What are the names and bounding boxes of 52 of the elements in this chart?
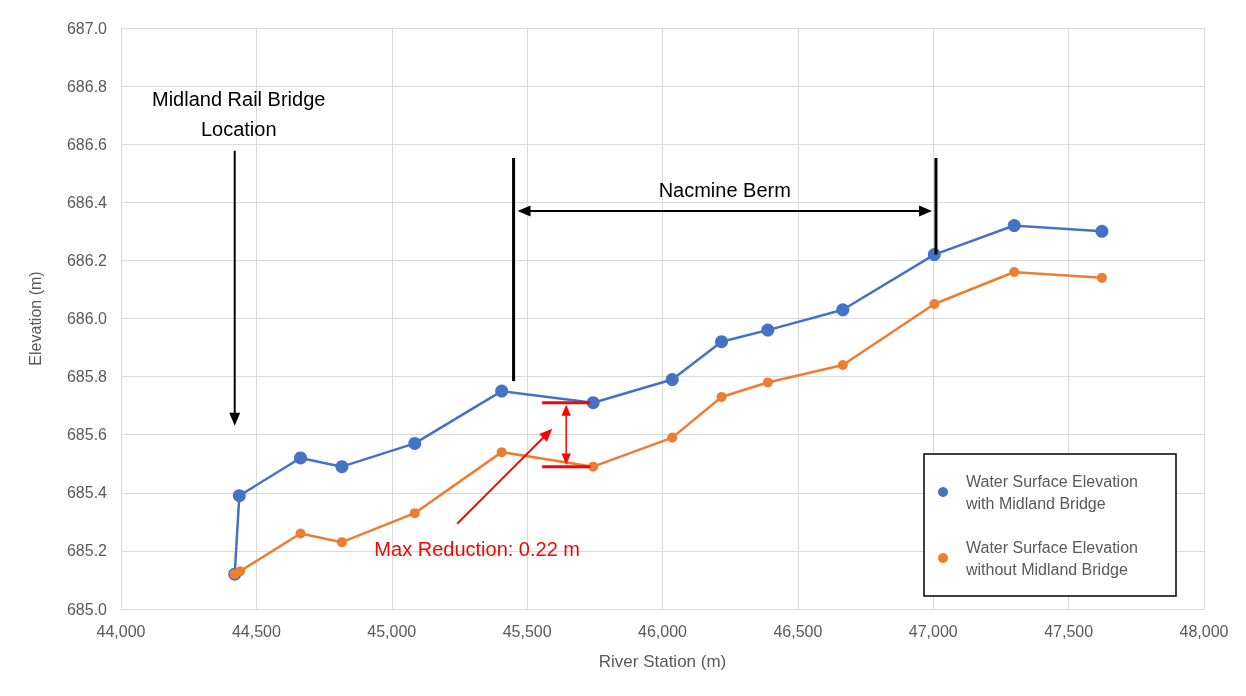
x-tick-label: 48,000 xyxy=(1179,622,1229,640)
y-tick-label: 686.0 xyxy=(66,310,108,327)
annotation: Max Reduction: 0.22 m xyxy=(374,537,581,560)
point xyxy=(294,451,308,465)
y-tick-label: 685.6 xyxy=(66,426,108,444)
point xyxy=(665,373,679,386)
y-tick-label: 686.2 xyxy=(66,251,108,269)
point xyxy=(496,447,507,458)
point xyxy=(1095,224,1109,238)
point xyxy=(232,489,246,503)
x-tick-label: 47,000 xyxy=(908,622,958,640)
point xyxy=(929,298,940,309)
point xyxy=(761,323,775,337)
y-tick-label: 685.2 xyxy=(66,542,108,560)
point xyxy=(295,528,306,539)
annotation: Nacmine Berm xyxy=(658,179,791,201)
y-tick-label: 686.4 xyxy=(66,193,108,211)
point xyxy=(408,436,422,450)
point xyxy=(586,396,600,410)
legend-label: Water Surface Elevation with Midland Bridge xyxy=(965,472,1143,512)
point xyxy=(1009,267,1020,278)
y-tick-label: 685.4 xyxy=(66,484,108,502)
y-axis-title: Elevation (m) xyxy=(26,271,44,366)
x-tick-label: 44,000 xyxy=(96,622,146,640)
point xyxy=(762,377,773,388)
point xyxy=(495,384,509,398)
point xyxy=(1007,219,1021,233)
point xyxy=(409,508,420,519)
x-axis-title: River Station (m) xyxy=(598,652,727,671)
x-tick-label: 45,000 xyxy=(367,622,417,640)
x-tick-label: 46,000 xyxy=(638,622,688,640)
x-tick-label: 45,500 xyxy=(502,622,552,640)
y-tick-label: 686.6 xyxy=(66,135,108,153)
point xyxy=(336,537,347,548)
y-tick-label: 687.0 xyxy=(66,19,108,37)
x-tick-label: 46,500 xyxy=(773,622,823,640)
y-tick-label: 686.8 xyxy=(66,77,108,95)
point xyxy=(1096,272,1107,283)
point xyxy=(715,335,729,349)
x-tick-label: 44,500 xyxy=(231,622,281,640)
point xyxy=(667,432,678,443)
point xyxy=(837,359,848,370)
point xyxy=(716,391,727,402)
x-tick-label: 47,500 xyxy=(1044,622,1094,640)
y-tick-label: 685.8 xyxy=(66,368,108,386)
legend-label: Water Surface Elevation without Midland Bridge xyxy=(965,538,1143,578)
y-tick-label: 685.0 xyxy=(66,600,108,618)
point xyxy=(836,303,850,317)
point xyxy=(235,566,246,577)
annotation: Midland Rail Bridge Location xyxy=(152,87,326,140)
point xyxy=(588,461,599,472)
point xyxy=(335,460,349,474)
